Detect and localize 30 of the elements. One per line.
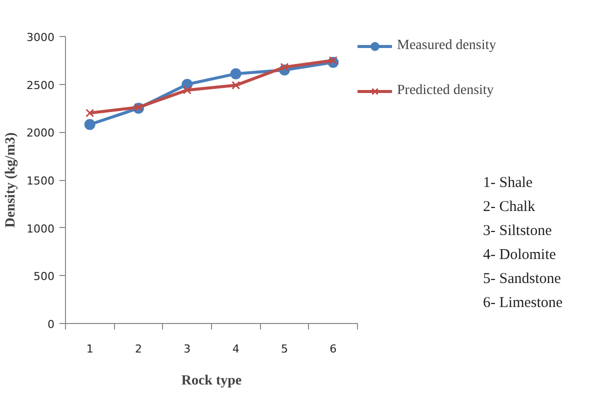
y-tick-label: 3000: [26, 31, 55, 44]
legend-label: Predicted density: [397, 83, 494, 99]
y-tick-label: 500: [34, 270, 55, 284]
legend-label: Measured density: [397, 38, 496, 54]
point: [230, 68, 242, 80]
text: 1- Shale: [483, 174, 534, 193]
y-tick-label: 2000: [26, 126, 55, 140]
y-tick-label: 1500: [26, 174, 55, 188]
text: 5- Sandstone: [483, 270, 562, 289]
text: 6- Limestone: [483, 294, 563, 313]
point: [84, 119, 96, 130]
point: [280, 62, 289, 72]
y-tick-label: 1000: [26, 222, 55, 236]
text: 2- Chalk: [483, 198, 536, 217]
point: [86, 108, 94, 118]
y-tick-label: 0: [48, 318, 54, 331]
x-tick-label: 1: [86, 342, 94, 356]
x-tick-label: 5: [281, 342, 288, 356]
x-tick-label: 4: [232, 342, 240, 356]
x-tick-label: 2: [135, 342, 142, 356]
point: [182, 86, 192, 94]
point: [328, 56, 338, 65]
x-axis-title: Rock type: [181, 374, 242, 388]
y-tick-label: 2500: [26, 78, 55, 92]
x-tick-label: 3: [184, 342, 191, 356]
x-tick-label: 6: [330, 342, 337, 356]
text: 4- Dolomite: [483, 246, 557, 265]
y-axis-title: Density (kg/m3): [4, 132, 19, 228]
text: 3- Siltstone: [483, 222, 553, 241]
point: [232, 81, 240, 90]
